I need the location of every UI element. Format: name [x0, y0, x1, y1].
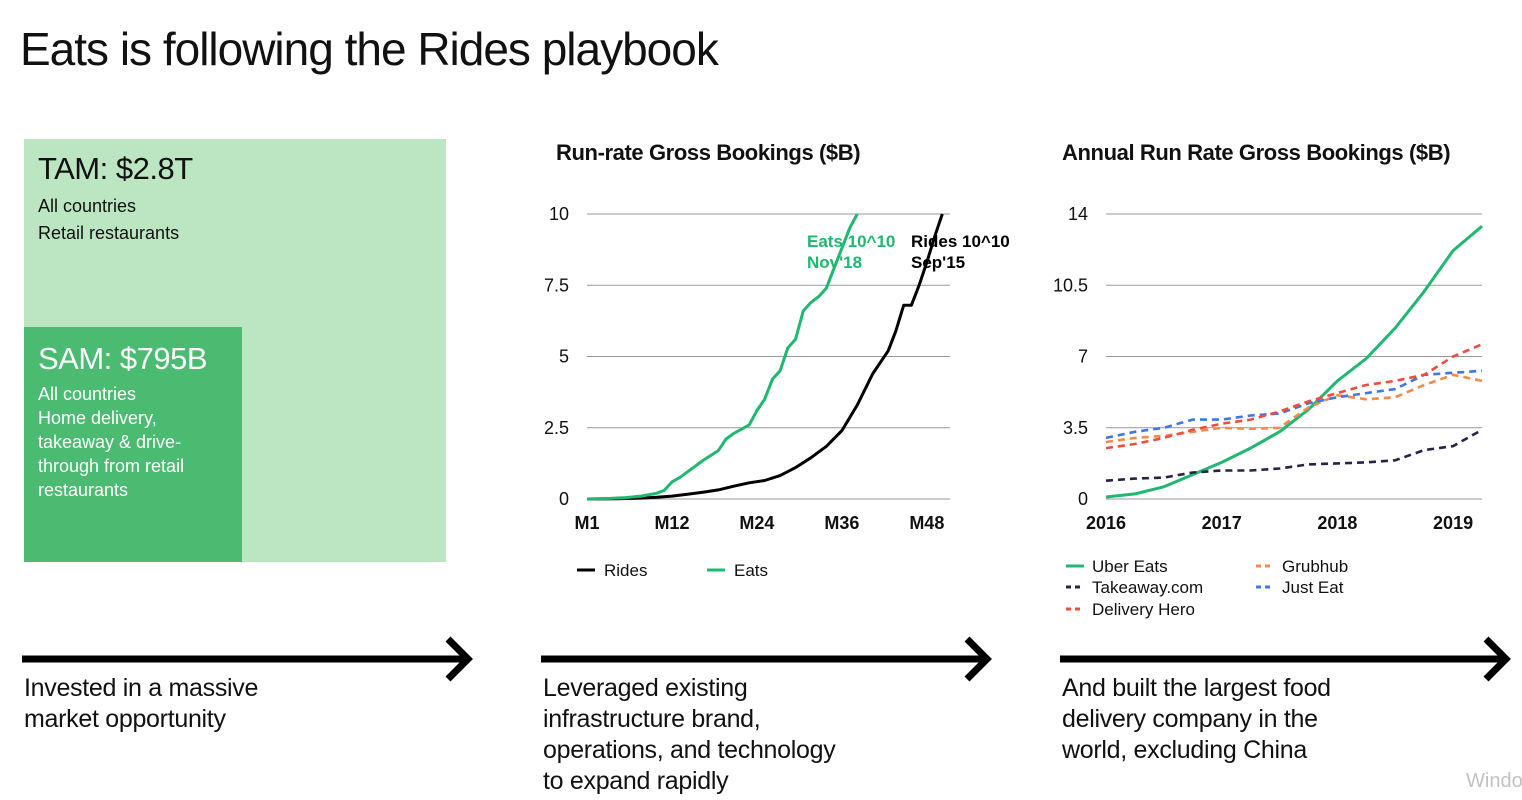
chart-title-annual: Annual Run Rate Gross Bookings ($B) — [1062, 140, 1451, 165]
caption-line: delivery company in the — [1062, 705, 1318, 733]
y-tick-label: 10 — [549, 204, 569, 224]
caption-line: operations, and technology — [543, 736, 836, 764]
x-tick-label: 2017 — [1202, 513, 1242, 533]
tam-line: Retail restaurants — [38, 223, 180, 243]
x-tick-label: 2018 — [1317, 513, 1357, 533]
caption-line: to expand rapidly — [543, 767, 729, 795]
caption-line: Leveraged existing — [543, 674, 748, 702]
caption-line: world, excluding China — [1062, 736, 1307, 764]
arrow-head — [964, 636, 992, 682]
sam-line: All countries — [38, 384, 137, 404]
y-tick-label: 0 — [559, 489, 569, 509]
y-tick-label: 0 — [1078, 489, 1088, 509]
series-line-eats — [586, 213, 859, 501]
arrow-head — [445, 636, 473, 682]
sam-line: through from retail — [38, 456, 185, 476]
y-tick-label: 3.5 — [1063, 418, 1088, 438]
series-line-uber-eats — [1105, 225, 1483, 499]
tam-label: TAM: $2.8T — [38, 151, 193, 186]
sam-line: restaurants — [38, 480, 129, 500]
x-tick-label: M48 — [909, 513, 944, 533]
legend-label-delivery-hero: Delivery Hero — [1092, 600, 1195, 619]
caption-middle: Leveraged existing infrastructure brand,… — [543, 673, 836, 797]
sam-line: Home delivery, — [38, 408, 157, 428]
sam-label: SAM: $795B — [38, 341, 208, 376]
arrow-left — [22, 636, 473, 682]
y-tick-label: 5 — [559, 347, 569, 367]
y-tick-label: 7 — [1078, 347, 1088, 367]
legend-label-takeaway-com: Takeaway.com — [1092, 578, 1203, 597]
watermark: Windo — [1466, 770, 1522, 792]
charts-canvas: 0 2.5 5 7.5 10 M1 M12 M24 M36 M48 Eats 10^10 Nov'18… — [544, 204, 1483, 619]
sam-line: takeaway & drive- — [38, 432, 182, 452]
tam-line: All countries — [38, 196, 137, 216]
y-tick-label: 10.5 — [1053, 275, 1088, 295]
caption-line: infrastructure brand, — [543, 705, 761, 733]
x-tick-label: 2019 — [1433, 513, 1473, 533]
legend-label-eats: Eats — [734, 561, 768, 580]
x-tick-label: M1 — [574, 513, 599, 533]
legend-label-uber-eats: Uber Eats — [1092, 557, 1168, 576]
y-tick-label: 7.5 — [544, 275, 569, 295]
series-line-just-eat — [1105, 369, 1483, 440]
annotation-rides: Sep'15 — [911, 253, 965, 272]
annotation-eats: Nov'18 — [807, 253, 862, 272]
x-tick-label: M36 — [824, 513, 859, 533]
series-line-delivery-hero — [1105, 343, 1483, 450]
x-tick-label: M24 — [739, 513, 774, 533]
x-tick-label: 2016 — [1086, 513, 1126, 533]
caption-line: Invested in a massive — [24, 674, 259, 702]
slide-title: Eats is following the Rides playbook — [20, 23, 719, 75]
arrow-head — [1483, 636, 1511, 682]
legend-label-grubhub: Grubhub — [1282, 557, 1348, 576]
chart-title-runrate: Run-rate Gross Bookings ($B) — [556, 140, 861, 165]
legend-label-rides: Rides — [604, 561, 647, 580]
arrow-right — [1060, 636, 1511, 682]
caption-line: And built the largest food — [1062, 674, 1331, 702]
caption-right: And built the largest food delivery comp… — [1062, 673, 1331, 766]
y-tick-label: 2.5 — [544, 418, 569, 438]
sam-box: SAM: $795B All countries Home delivery, … — [24, 327, 242, 562]
caption-left: Invested in a massive market opportunity — [24, 673, 258, 735]
arrow-middle — [541, 636, 992, 682]
annotation-eats: Eats 10^10 — [807, 232, 895, 251]
series-line-takeaway-com — [1105, 428, 1483, 482]
legend-label-just-eat: Just Eat — [1282, 578, 1344, 597]
caption-line: market opportunity — [24, 705, 226, 733]
series-line-grubhub — [1105, 373, 1483, 444]
x-tick-label: M12 — [654, 513, 689, 533]
annotation-rides: Rides 10^10 — [911, 232, 1010, 251]
y-tick-label: 14 — [1068, 204, 1088, 224]
series-line-rides — [586, 213, 944, 501]
